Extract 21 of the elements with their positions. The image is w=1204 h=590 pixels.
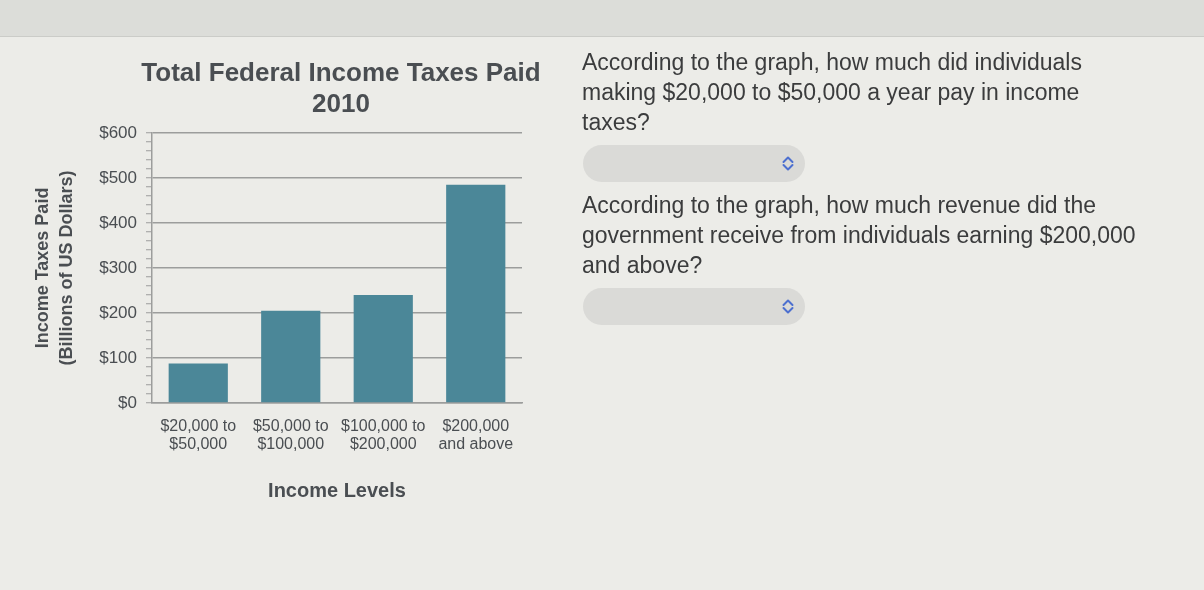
- bar: [261, 310, 321, 403]
- x-tick-label: $100,000 to $200,000: [340, 416, 426, 453]
- y-axis-title: Income Taxes Paid (Billions of US Dollars): [32, 170, 77, 366]
- x-axis-title: Income Levels: [268, 478, 406, 501]
- text: According to the graph, how much did individuals making $20,000 to $50,000 a year pay in income taxes?: [582, 48, 1083, 137]
- chart-title: Total Federal Income Taxes Paid: [141, 57, 541, 88]
- y-tick-label: $200: [99, 302, 137, 322]
- x-tick-label: $50,000 to $100,000: [252, 416, 329, 453]
- x-tick-label: $200,000 and above: [438, 416, 514, 453]
- bar: [168, 363, 228, 403]
- chart-subtitle: 2010: [312, 88, 370, 119]
- y-tick-label: $0: [118, 392, 137, 412]
- y-tick-label: $500: [99, 167, 137, 187]
- bar: [353, 295, 413, 403]
- y-tick-label: $600: [99, 122, 137, 142]
- bar: [446, 184, 506, 403]
- y-tick-label: $400: [99, 212, 137, 232]
- y-tick-label: $300: [99, 257, 137, 277]
- text: According to the graph, how much revenue did the government receive from individuals earning $200,000 and above?: [582, 191, 1137, 280]
- y-tick-label: $100: [99, 347, 137, 367]
- x-tick-label: $20,000 to $50,000: [160, 416, 237, 453]
